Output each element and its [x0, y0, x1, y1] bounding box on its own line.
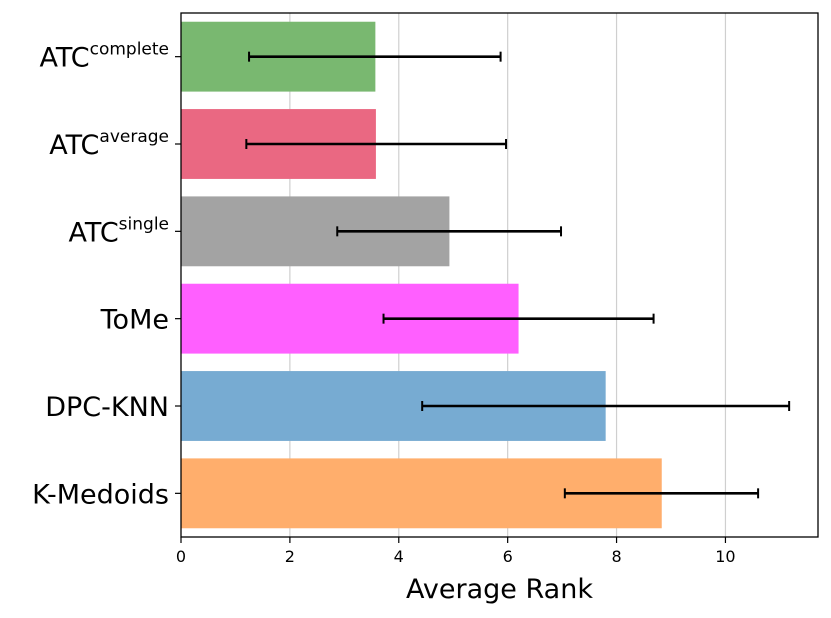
x-tick-label: 6	[503, 547, 513, 566]
y-tick-label: DPC-KNN	[45, 392, 169, 423]
y-tick-label-base: ATC	[69, 217, 119, 248]
grid-lines	[289, 13, 727, 537]
y-tick-label: ATCcomplete	[39, 40, 169, 74]
y-tick-label: ATCaverage	[49, 127, 169, 161]
y-tick-label-base: DPC-KNN	[45, 392, 169, 423]
x-axis-label: Average Rank	[406, 574, 593, 605]
x-tick-label: 0	[176, 547, 186, 566]
y-tick-label-superscript: average	[99, 127, 169, 147]
y-tick-label-base: ATC	[39, 43, 89, 74]
y-tick-label-base: ToMe	[100, 305, 169, 336]
x-tick-label: 8	[611, 547, 621, 566]
x-tick-label: 4	[394, 547, 404, 566]
y-tick-label-superscript: complete	[90, 40, 169, 60]
y-tick-label: K-Medoids	[32, 479, 169, 510]
plot-frame	[180, 12, 819, 538]
x-tick-label: 10	[715, 547, 735, 566]
y-tick-label-base: K-Medoids	[32, 479, 169, 510]
y-tick-label: ToMe	[100, 305, 169, 336]
x-tick-label: 2	[285, 547, 295, 566]
y-tick-label-base: ATC	[49, 130, 99, 161]
y-tick-label: ATCsingle	[69, 214, 169, 248]
bars	[181, 21, 662, 529]
axis-ticks: 0 2 4 6 8 10ATCcompleteATCaverageATCsingleToM…	[32, 40, 736, 566]
y-tick-label-superscript: single	[119, 214, 169, 234]
error-bars	[245, 51, 791, 499]
